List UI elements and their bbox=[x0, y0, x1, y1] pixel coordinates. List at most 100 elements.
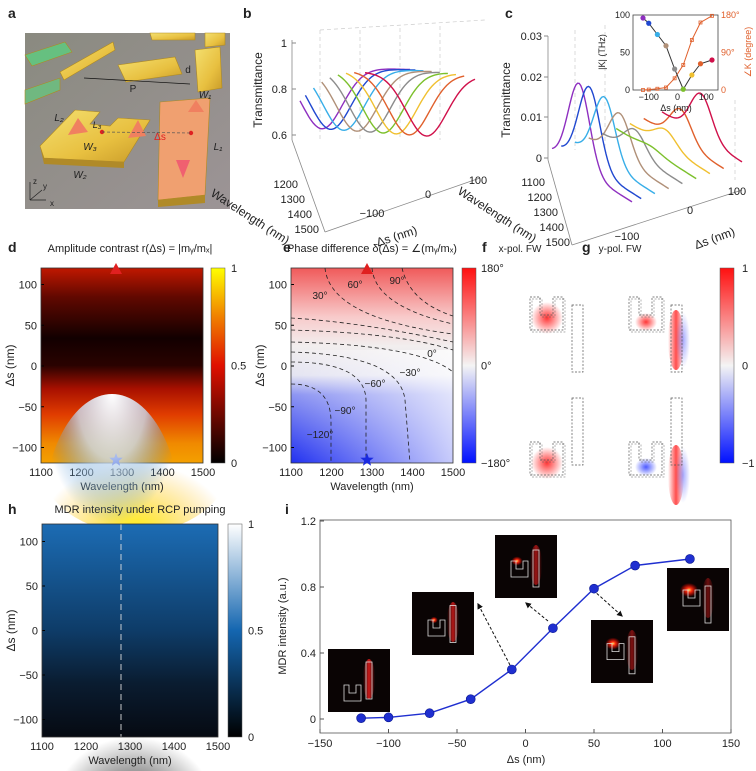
y-tick-label: 0 bbox=[31, 361, 37, 373]
block-top-edge bbox=[149, 32, 196, 41]
label-W1: W₁ bbox=[199, 90, 212, 101]
field-inset-image bbox=[495, 535, 557, 598]
wavelength-tick-label: 1300 bbox=[534, 207, 558, 219]
mdr-data-point bbox=[465, 694, 476, 705]
u-structure-outline bbox=[531, 298, 566, 333]
main-u-side bbox=[40, 146, 124, 168]
wavelength-tick-label: 1400 bbox=[288, 209, 312, 221]
u-structure-outline bbox=[630, 298, 665, 333]
transmittance-curve bbox=[551, 82, 633, 203]
y-axis-label: Δs (nm) bbox=[3, 344, 17, 386]
panel-title: y-pol. FW bbox=[599, 244, 642, 255]
contour-line bbox=[290, 383, 332, 463]
contour-label: −60° bbox=[365, 379, 386, 390]
x-tick-label: 1400 bbox=[400, 467, 424, 479]
current-arrow-icon bbox=[68, 118, 88, 135]
wavelength-tick-label: 1100 bbox=[521, 177, 545, 189]
inset-background bbox=[328, 649, 390, 712]
phase-point bbox=[664, 85, 668, 90]
contour-line bbox=[290, 361, 367, 463]
bar-structure-outline bbox=[571, 304, 584, 373]
panel-a-illustration: Pd W₁ L₂ L₃ W₃ Δs L₁ W₂ zyx bbox=[24, 32, 230, 209]
panel-label-b: b bbox=[243, 5, 252, 21]
field-inset-image bbox=[412, 592, 474, 655]
wavelength-tick-label: 1500 bbox=[546, 237, 570, 249]
x-tick-label: 1200 bbox=[74, 741, 98, 753]
y-tick-label: 100 bbox=[269, 280, 287, 292]
current-arrow-down-icon bbox=[176, 160, 190, 178]
transmittance-curve bbox=[615, 127, 697, 180]
heatmap-dark bbox=[54, 667, 214, 771]
mdr-data-point bbox=[506, 664, 517, 675]
colorbar bbox=[210, 267, 226, 464]
panel-label-f: f bbox=[482, 239, 487, 255]
field-glow bbox=[635, 458, 657, 476]
bar-structure-outline bbox=[670, 304, 683, 373]
y-axis-label: MDR intensity (a.u.) bbox=[277, 577, 289, 674]
panel-label-e: e bbox=[283, 239, 291, 255]
u-outline bbox=[606, 643, 625, 660]
wavelength-tick-label: 1200 bbox=[528, 192, 552, 204]
y-tick-label: 0.6 bbox=[272, 130, 287, 142]
transmittance-curve bbox=[561, 85, 642, 200]
axis-line bbox=[324, 177, 481, 233]
triangle-marker-icon bbox=[361, 263, 373, 274]
inset-background bbox=[412, 592, 474, 655]
colorbar-label: 0.5 bbox=[248, 626, 263, 638]
transmittance-curve bbox=[661, 92, 743, 163]
phase-point bbox=[681, 63, 686, 67]
u-glow bbox=[511, 556, 523, 566]
colorbar-label: 1 bbox=[231, 263, 237, 275]
y-tick-label: 50 bbox=[26, 581, 38, 593]
y-tick-label: 0 bbox=[536, 153, 542, 165]
contour-label: 0° bbox=[427, 349, 437, 360]
phase-point bbox=[689, 38, 694, 42]
ds-tick-label: 100 bbox=[469, 175, 487, 187]
contour-line bbox=[290, 329, 454, 351]
y-tick-label: 0.8 bbox=[272, 84, 287, 96]
inset-background bbox=[495, 535, 557, 598]
panel-b-3d-plot: 10.80.6Transmittance1200130014001500Wave… bbox=[208, 19, 487, 249]
inset-right-label: ∠K (degree) bbox=[743, 27, 753, 78]
bar-outline bbox=[449, 605, 457, 643]
y-tick-label: 100 bbox=[19, 280, 37, 292]
transmittance-curve bbox=[304, 69, 416, 130]
y-tick-label: 0.03 bbox=[521, 31, 542, 43]
field-inset-image bbox=[328, 649, 390, 712]
K-magnitude-point bbox=[654, 31, 660, 38]
mdr-data-point bbox=[685, 554, 695, 564]
x-tick-label: 0 bbox=[522, 738, 528, 750]
transmittance-curve bbox=[353, 71, 465, 136]
phase-point bbox=[698, 20, 703, 25]
x-tick-label: 1500 bbox=[441, 467, 465, 479]
u-structure-outline bbox=[529, 441, 564, 476]
u-outline bbox=[510, 560, 529, 578]
panel-f-field: x-pol. FW bbox=[499, 244, 584, 479]
colorbar-label: 0.5 bbox=[231, 361, 246, 373]
bar-field-glow bbox=[676, 447, 690, 503]
colorbar bbox=[461, 267, 477, 464]
u-structure-outline bbox=[628, 441, 663, 476]
axis-z: z bbox=[33, 177, 37, 186]
contour-label: −30° bbox=[400, 368, 421, 379]
panel-label-i: i bbox=[285, 501, 289, 517]
y-tick-label: 50 bbox=[25, 320, 37, 332]
field-glow bbox=[635, 313, 657, 331]
axis-line bbox=[291, 139, 326, 233]
colorbar-label: 0 bbox=[231, 458, 237, 470]
x-axis-label: Wavelength (nm) bbox=[88, 755, 171, 767]
contour-line bbox=[290, 317, 454, 343]
y-axis-label: Transmittance bbox=[251, 52, 265, 128]
contour-line bbox=[324, 267, 454, 335]
bar-glow bbox=[530, 545, 542, 585]
mdr-data-point bbox=[589, 583, 599, 594]
axis-line bbox=[571, 189, 743, 246]
u-glow bbox=[605, 637, 621, 650]
u-block-top bbox=[117, 56, 183, 83]
panel-g-field: y-pol. FW 1 0 −1 bbox=[599, 244, 755, 505]
field-inset-image bbox=[667, 568, 729, 631]
plot-frame bbox=[290, 267, 454, 464]
y-tick-label: 0.02 bbox=[521, 72, 542, 84]
x-tick-label: 100 bbox=[653, 738, 671, 750]
colorbar-label: 0 bbox=[742, 361, 748, 373]
